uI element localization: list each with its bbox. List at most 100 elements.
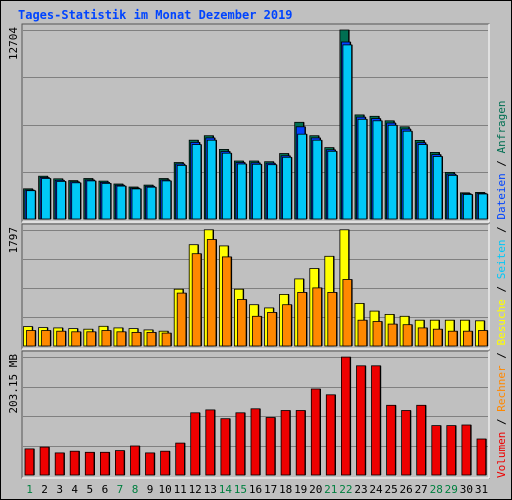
- bar-rechner-day-13: [206, 239, 217, 347]
- bar-seiten-day-19: [297, 133, 308, 220]
- x-tick-label-day-4: 4: [71, 483, 78, 496]
- bar-seiten-day-31: [478, 193, 488, 220]
- bar-seiten-day-21: [327, 150, 338, 220]
- bar-seiten-day-12: [191, 144, 202, 220]
- bar-seiten-day-4: [71, 182, 82, 220]
- bar-volumen-day-3: [54, 452, 65, 476]
- panel-middle: 1797: [7, 223, 490, 350]
- x-tick-label-day-5: 5: [86, 483, 93, 496]
- bar-rechner-day-8: [131, 331, 142, 347]
- bar-seiten-day-11: [176, 164, 187, 220]
- bar-rechner-day-28: [432, 328, 443, 347]
- bar-seiten-day-10: [161, 180, 172, 220]
- bar-rechner-day-10: [161, 332, 172, 347]
- bar-seiten-day-20: [312, 139, 323, 220]
- bar-rechner-day-12: [191, 253, 202, 347]
- legend-item-anfragen: Anfragen: [495, 100, 508, 153]
- x-tick-label-day-2: 2: [41, 483, 48, 496]
- bar-seiten-day-27: [417, 144, 428, 220]
- legend-item-besuche: Besuche: [495, 299, 508, 345]
- bar-seiten-day-25: [387, 124, 398, 220]
- bar-seiten-day-14: [221, 152, 232, 220]
- x-tick-label-day-10: 10: [158, 483, 171, 496]
- bar-seiten-day-3: [56, 180, 67, 220]
- x-tick-label-day-8: 8: [132, 483, 139, 496]
- x-tick-label-day-20: 20: [309, 483, 322, 496]
- x-tick-label-day-13: 13: [204, 483, 217, 496]
- bar-seiten-day-8: [131, 188, 142, 220]
- bar-seiten-day-17: [267, 164, 278, 220]
- bar-volumen-day-11: [175, 442, 186, 476]
- bar-volumen-day-17: [265, 417, 276, 476]
- bar-seiten-day-29: [447, 174, 458, 220]
- panel-middle-ylabel: 1797: [7, 227, 20, 254]
- bar-rechner-day-25: [387, 323, 398, 347]
- bar-seiten-day-9: [146, 186, 157, 220]
- bar-rechner-day-5: [86, 331, 97, 347]
- bar-seiten-day-7: [116, 185, 127, 220]
- bar-volumen-day-29: [446, 425, 457, 476]
- x-tick-label-day-9: 9: [147, 483, 154, 496]
- x-tick-label-day-30: 30: [460, 483, 473, 496]
- bar-volumen-day-12: [190, 412, 201, 476]
- bar-seiten-day-16: [252, 163, 262, 220]
- bar-volumen-day-21: [325, 394, 336, 476]
- bar-volumen-day-1: [24, 448, 35, 476]
- legend-separator: /: [495, 412, 508, 432]
- legend-item-dateien: Dateien: [495, 173, 508, 219]
- x-tick-label-day-7: 7: [117, 483, 124, 496]
- x-tick-label-day-3: 3: [56, 483, 63, 496]
- x-tick-label-day-26: 26: [399, 483, 412, 496]
- bar-volumen-day-16: [250, 408, 261, 476]
- x-tick-label-day-16: 16: [249, 483, 262, 496]
- bar-seiten-day-26: [402, 130, 413, 220]
- x-tick-label-day-31: 31: [475, 483, 488, 496]
- bar-volumen-day-28: [431, 425, 442, 476]
- bar-volumen-day-15: [235, 412, 246, 476]
- bar-rechner-day-30: [462, 330, 473, 347]
- bar-rechner-day-3: [56, 330, 67, 347]
- bar-seiten-day-1: [26, 190, 36, 220]
- bar-rechner-day-16: [252, 315, 262, 347]
- bar-volumen-day-25: [386, 404, 397, 476]
- legend-separator: /: [495, 220, 508, 240]
- x-tick-label-day-28: 28: [430, 483, 443, 496]
- legend-item-volumen: Volumen: [495, 432, 508, 478]
- x-tick-label-day-21: 21: [324, 483, 337, 496]
- bar-rechner-day-1: [26, 330, 36, 347]
- bar-seiten-day-22: [342, 44, 353, 220]
- bar-rechner-day-29: [447, 330, 458, 347]
- x-tick-label-day-12: 12: [189, 483, 202, 496]
- x-tick-label-day-24: 24: [369, 483, 383, 496]
- bar-rechner-day-6: [101, 330, 112, 347]
- bar-seiten-day-15: [236, 163, 247, 220]
- x-tick-label-day-18: 18: [279, 483, 292, 496]
- bar-volumen-day-26: [401, 410, 412, 476]
- legend-separator: /: [495, 346, 508, 366]
- bar-volumen-day-30: [461, 424, 472, 476]
- bar-volumen-day-14: [220, 418, 231, 476]
- bar-rechner-day-15: [236, 299, 247, 347]
- bar-rechner-day-18: [282, 304, 293, 347]
- legend-item-rechner: Rechner: [495, 365, 508, 412]
- bar-rechner-day-17: [267, 311, 278, 347]
- bar-seiten-day-30: [462, 194, 473, 220]
- bar-volumen-day-4: [69, 450, 80, 476]
- bar-rechner-day-7: [116, 331, 127, 347]
- x-tick-label-day-23: 23: [354, 483, 367, 496]
- bar-rechner-day-21: [327, 291, 338, 347]
- bar-rechner-day-23: [357, 319, 368, 347]
- bar-volumen-day-19: [295, 410, 306, 476]
- bar-volumen-day-10: [160, 450, 171, 476]
- bar-seiten-day-28: [432, 156, 443, 220]
- bar-volumen-day-24: [371, 365, 381, 476]
- bar-seiten-day-5: [86, 180, 97, 220]
- bar-volumen-day-2: [39, 446, 50, 476]
- legend-item-seiten: Seiten: [495, 240, 508, 280]
- bar-volumen-day-18: [280, 410, 291, 476]
- bar-rechner-day-27: [417, 327, 428, 347]
- bar-rechner-day-24: [372, 321, 383, 347]
- x-tick-label-day-1: 1: [26, 483, 33, 496]
- x-tick-label-day-22: 22: [339, 483, 352, 496]
